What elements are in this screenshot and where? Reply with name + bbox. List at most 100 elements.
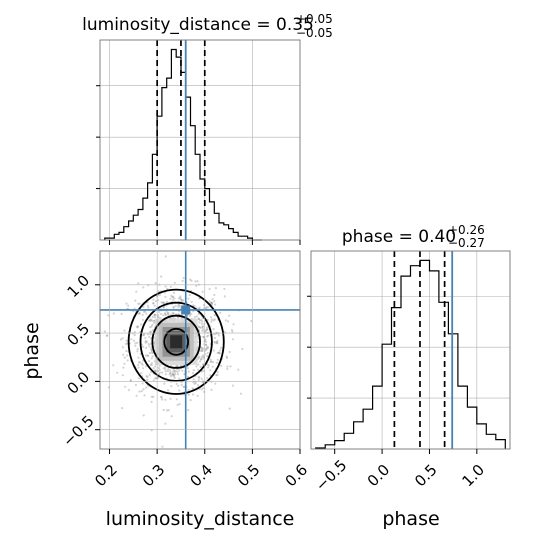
sample-point: [205, 348, 208, 351]
sample-point: [205, 343, 208, 346]
sample-point: [177, 384, 180, 387]
sample-point: [165, 300, 169, 303]
phase-minus-error: −0.27: [448, 236, 485, 250]
sample-point: [160, 275, 163, 278]
sample-point: [137, 282, 140, 285]
sample-point: [175, 398, 178, 401]
sample-point: [147, 359, 151, 363]
sample-point: [228, 350, 231, 354]
sample-point: [200, 358, 203, 361]
sample-point: [209, 374, 212, 377]
sample-point: [193, 316, 196, 319]
sample-point: [171, 370, 174, 373]
sample-point: [197, 325, 200, 329]
sample-point: [151, 315, 154, 319]
sample-point: [216, 351, 219, 354]
sample-point: [207, 364, 210, 367]
sample-point: [172, 298, 175, 301]
histogram-bin: [167, 78, 172, 240]
histogram-bin: [210, 202, 215, 240]
sample-point: [153, 321, 156, 324]
sample-point: [122, 366, 125, 369]
sample-point: [209, 369, 212, 372]
sample-point: [137, 302, 140, 305]
sample-point: [200, 348, 203, 351]
histogram-bin: [219, 223, 224, 240]
sample-point: [205, 346, 208, 349]
sample-point: [136, 325, 140, 328]
histogram-bin: [363, 409, 372, 449]
sample-point: [127, 304, 130, 307]
luminosity-distance-plus-error: +0.05: [296, 12, 333, 26]
sample-point: [206, 377, 209, 380]
sample-point: [162, 367, 165, 370]
sample-point: [201, 320, 204, 323]
sample-point: [155, 377, 158, 380]
histogram-bin: [148, 183, 153, 240]
sample-point: [149, 326, 152, 329]
sample-point: [125, 349, 128, 353]
sample-point: [172, 312, 175, 315]
histogram-bin: [119, 232, 124, 240]
sample-point: [138, 312, 141, 315]
sample-point: [164, 373, 167, 376]
sample-point: [182, 299, 185, 302]
sample-point: [178, 303, 181, 306]
sample-point: [150, 348, 153, 351]
sample-point: [194, 382, 197, 385]
sample-point: [216, 371, 219, 374]
sample-point: [199, 365, 202, 368]
sample-point: [157, 366, 160, 369]
sample-point: [186, 314, 189, 317]
sample-point: [141, 313, 144, 316]
sample-point: [199, 358, 203, 361]
sample-point: [217, 351, 220, 355]
sample-point: [197, 378, 200, 382]
sample-point: [200, 322, 203, 325]
sample-point: [137, 366, 140, 369]
sample-point: [144, 340, 147, 343]
sample-point: [210, 301, 214, 304]
histogram-bin: [477, 424, 486, 449]
sample-point: [213, 300, 216, 303]
sample-point: [189, 399, 192, 402]
sample-point: [136, 326, 139, 329]
sample-point: [140, 371, 143, 375]
sample-point: [163, 312, 166, 315]
sample-point: [135, 325, 138, 328]
sample-point: [201, 349, 204, 352]
sample-point: [202, 363, 205, 366]
sample-point: [151, 329, 154, 332]
sample-point: [173, 281, 176, 284]
sample-point: [154, 313, 157, 317]
sample-point: [200, 319, 203, 322]
sample-point: [182, 276, 185, 280]
sample-point: [213, 313, 216, 317]
sample-point: [176, 370, 179, 373]
histogram-bin: [496, 440, 505, 449]
sample-point: [164, 313, 167, 317]
sample-point: [160, 301, 163, 304]
sample-point: [150, 395, 153, 398]
histogram-bin: [124, 227, 129, 240]
sample-point: [157, 299, 160, 302]
sample-point: [229, 365, 232, 368]
luminosity-distance-minus-error: −0.05: [296, 26, 333, 40]
sample-point: [137, 312, 140, 315]
sample-point: [215, 342, 218, 345]
sample-point: [176, 373, 180, 376]
sample-point: [206, 351, 209, 355]
sample-point: [148, 330, 151, 333]
sample-point: [154, 365, 157, 368]
sample-point: [139, 361, 142, 364]
sample-point: [154, 377, 157, 380]
sample-point: [191, 387, 194, 390]
sample-point: [211, 365, 214, 368]
sample-point: [158, 371, 161, 374]
sample-point: [179, 296, 182, 300]
sample-point: [157, 314, 160, 317]
sample-point: [186, 367, 189, 370]
sample-point: [213, 336, 216, 340]
sample-point: [123, 329, 126, 332]
sample-point: [177, 306, 180, 309]
